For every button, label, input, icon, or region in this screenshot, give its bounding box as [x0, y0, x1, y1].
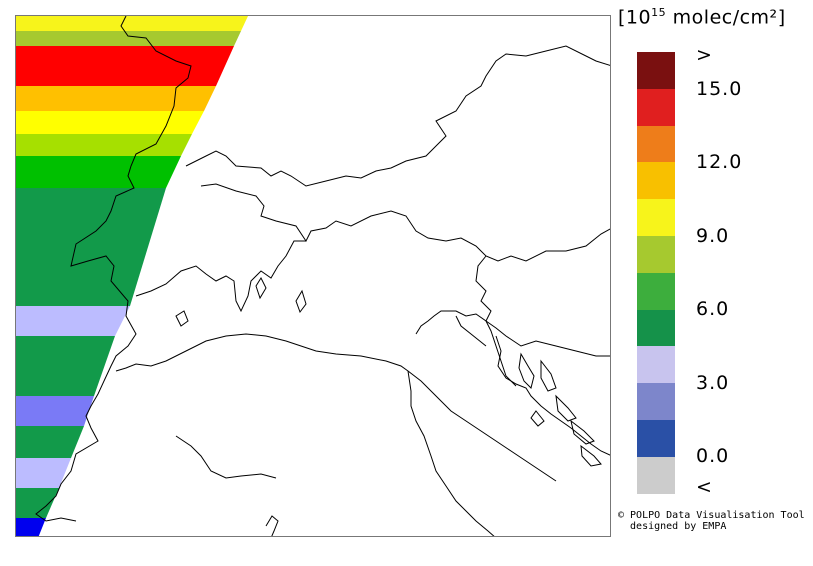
swath-stripe [16, 46, 234, 86]
swath-stripe [16, 111, 204, 134]
swath-stripe [16, 426, 84, 458]
coastline [407, 370, 557, 482]
swath-stripe [16, 86, 216, 111]
island [580, 444, 602, 467]
lake [175, 310, 189, 327]
swath-stripe [16, 134, 192, 156]
swath-stripe [16, 488, 59, 518]
colorbar-segment [637, 383, 675, 421]
coastline [455, 315, 487, 347]
lake [255, 276, 267, 300]
swath-stripe [16, 458, 71, 488]
tick-label-12: 12.0 [696, 151, 743, 173]
island [570, 419, 595, 445]
coastlines-and-borders [35, 16, 610, 536]
unit-exponent: 15 [651, 6, 667, 19]
swath-stripe [16, 188, 166, 306]
colorbar-segment [637, 199, 675, 237]
colorbar-segment [637, 162, 675, 200]
coastline [115, 333, 495, 536]
tick-label-15: 15.0 [696, 78, 743, 100]
island [555, 394, 577, 422]
colorbar-segment [637, 309, 675, 347]
swath-stripe [16, 306, 130, 336]
map-canvas [16, 16, 610, 536]
border-line [185, 45, 610, 187]
island [518, 352, 535, 389]
swath-stripe [16, 16, 248, 31]
colorbar-segment [637, 420, 675, 458]
credit-line-2: designed by EMPA [618, 521, 727, 532]
colorbar-segment [637, 236, 675, 274]
colorbar-segment [637, 272, 675, 311]
coastline [265, 515, 279, 536]
swath-stripe [16, 336, 115, 396]
colorbar-segment [637, 346, 675, 384]
map-panel[interactable] [15, 15, 611, 537]
colorbar-segment [637, 125, 675, 163]
coastline [415, 310, 517, 387]
tick-label-3: 3.0 [696, 372, 730, 394]
island [530, 410, 545, 427]
unit-label: [1015 molec/cm²] [618, 6, 786, 29]
colorbar-segment [637, 88, 675, 127]
island [540, 359, 557, 392]
coastline [495, 335, 610, 456]
border-line [175, 435, 277, 479]
tick-label-6: 6.0 [696, 298, 730, 320]
swath-stripe [16, 518, 46, 536]
unit-base: 10 [625, 6, 652, 29]
above-range-label: > [696, 44, 713, 66]
below-range-label: < [696, 476, 713, 498]
lake [295, 289, 307, 314]
swath-stripe [16, 156, 181, 188]
colorbar-segment [637, 456, 675, 495]
tick-label-9: 9.0 [696, 225, 730, 247]
credit-line-1: © POLPO Data Visualisation Tool [618, 510, 805, 521]
border-line [135, 240, 306, 313]
tick-label-0: 0.0 [696, 445, 730, 467]
colorbar-segment [637, 52, 675, 90]
border-line [475, 255, 610, 357]
credit-text: © POLPO Data Visualisation Tool designed… [618, 510, 805, 532]
satellite-swath [16, 16, 248, 536]
swath-stripe [16, 16, 241, 46]
swath-stripe [16, 396, 94, 426]
unit-text: molec/cm² [672, 6, 778, 29]
border-line [35, 16, 192, 522]
border-line [200, 183, 610, 262]
colorbar-legend: [1015 molec/cm²] > 15.0 12.0 9.0 6.0 3.0… [612, 0, 812, 566]
